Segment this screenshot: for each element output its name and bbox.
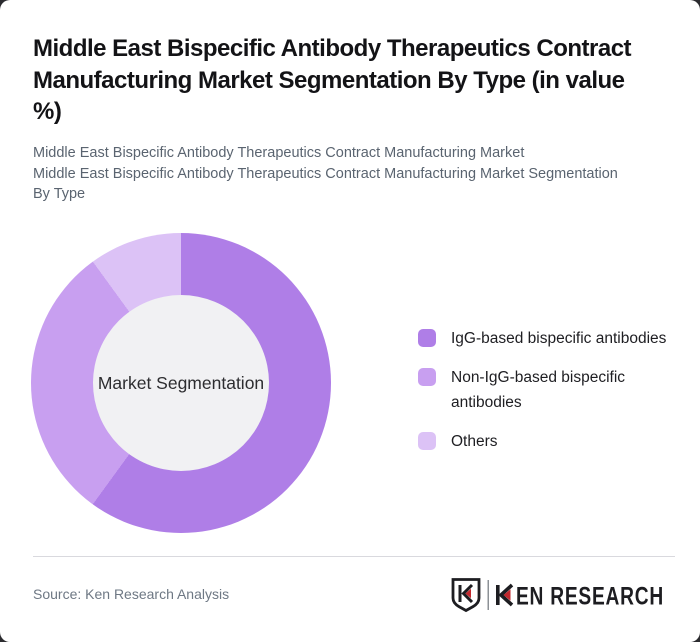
chart-subtitle-line: By Type <box>33 186 86 202</box>
legend-label: IgG-based bispecific antibodies <box>451 330 667 347</box>
logo-wordmark-k <box>496 583 514 607</box>
donut-center: Market Segmentation <box>93 295 269 471</box>
legend-item[interactable]: Non-IgG-based bispecific antibodies <box>418 365 668 415</box>
chart-title: Middle East Bispecific Antibody Therapeu… <box>33 33 683 128</box>
chart-legend: IgG-based bispecific antibodies Non-IgG-b… <box>418 326 668 468</box>
legend-label: Others <box>451 433 498 450</box>
legend-item[interactable]: Others <box>418 429 668 454</box>
logo-wordmark-text: EN RESEARCH <box>516 583 664 611</box>
legend-swatch-icon <box>418 368 436 386</box>
shield-badge-icon <box>451 578 481 613</box>
chart-title-line: Manufacturing Market Segmentation By Typ… <box>33 66 625 94</box>
legend-label: Non-IgG-based bispecific antibodies <box>451 369 626 411</box>
footer-divider <box>33 556 675 557</box>
legend-swatch-icon <box>418 329 436 347</box>
chart-subtitle-line: Middle East Bispecific Antibody Therapeu… <box>33 165 618 182</box>
ken-research-logo-icon: EN RESEARCH <box>451 578 664 613</box>
chart-title-line: Middle East Bispecific Antibody Therapeu… <box>33 35 632 62</box>
chart-subtitle-line: Middle East Bispecific Antibody Therapeu… <box>33 145 525 161</box>
legend-swatch-icon <box>418 432 436 450</box>
legend-item[interactable]: IgG-based bispecific antibodies <box>418 326 668 351</box>
logo-divider <box>487 580 489 610</box>
ken-research-logo: EN RESEARCH <box>450 577 668 613</box>
chart-subtitle: Middle East Bispecific Antibody Therapeu… <box>33 143 683 205</box>
donut-chart[interactable]: Market Segmentation <box>31 233 331 533</box>
donut-center-label: Market Segmentation <box>97 372 265 393</box>
source-text: Source: Ken Research Analysis <box>33 586 230 602</box>
chart-title-line: %) <box>33 98 62 125</box>
